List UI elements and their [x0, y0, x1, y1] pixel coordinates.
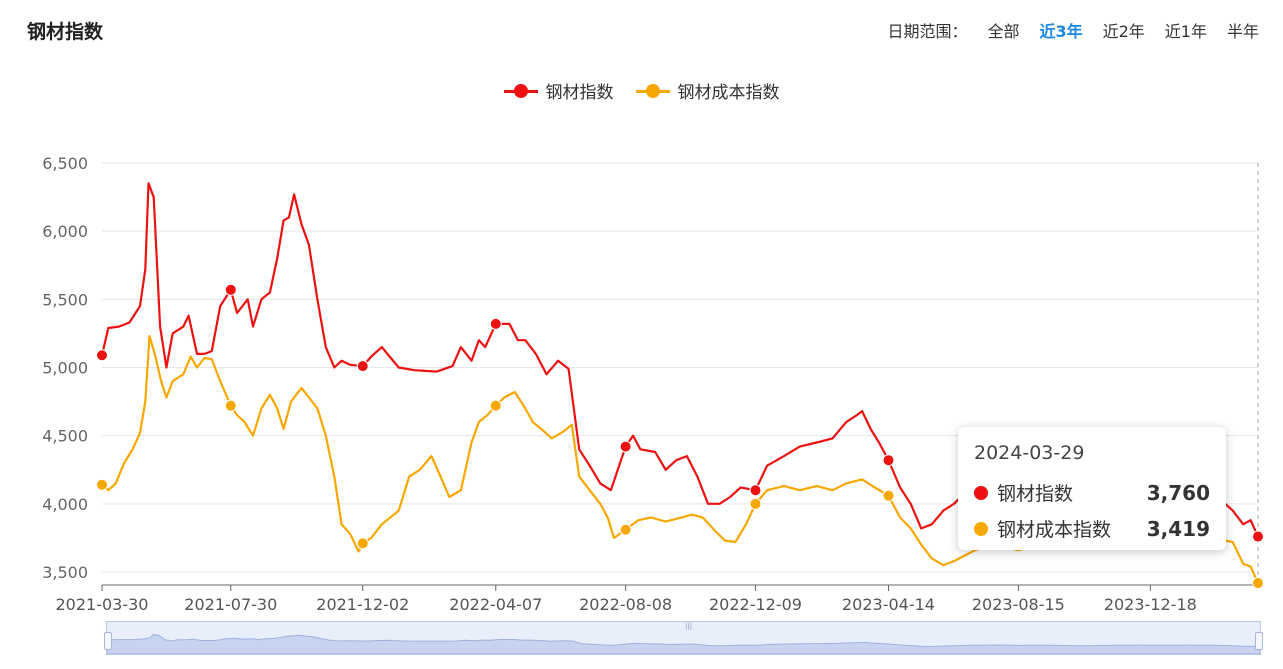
- x-tick-label: 2021-03-30: [56, 595, 149, 614]
- legend-item-steel-index[interactable]: 钢材指数: [503, 78, 614, 103]
- data-point-steel-index: [1252, 530, 1264, 543]
- legend-marker-cost-index: [635, 83, 670, 98]
- date-range-label: 日期范围：: [887, 22, 968, 41]
- zoom-preview: [107, 634, 1260, 654]
- data-point-steel-index: [356, 360, 369, 373]
- tooltip-value-steel-index: 3,760: [1146, 480, 1210, 505]
- tooltip-value-cost-index: 3,419: [1146, 516, 1210, 541]
- tooltip-name-cost-index: 钢材成本指数: [997, 519, 1112, 541]
- tooltip-row-steel-index: 钢材指数 3,760: [974, 479, 1210, 506]
- x-tick-label: 2021-07-30: [184, 595, 277, 614]
- y-tick-label: 4,500: [42, 427, 88, 446]
- y-tick-label: 5,500: [42, 290, 88, 309]
- data-point-steel-index: [749, 484, 762, 497]
- tooltip-row-cost-index: 钢材成本指数 3,419: [974, 515, 1210, 542]
- legend-label-steel-index: 钢材指数: [545, 83, 614, 103]
- legend-label-cost-index: 钢材成本指数: [677, 83, 780, 103]
- range-option-2y[interactable]: 近2年: [1102, 22, 1145, 41]
- range-option-all[interactable]: 全部: [987, 22, 1020, 41]
- range-option-6m[interactable]: 半年: [1226, 22, 1259, 41]
- chart-legend: 钢材指数 钢材成本指数: [0, 78, 1283, 103]
- data-point-steel-index: [619, 440, 632, 453]
- x-tick-label: 2022-08-08: [579, 595, 672, 614]
- data-point-steel-index: [882, 454, 895, 467]
- data-point-steel-index: [224, 283, 237, 296]
- x-tick-label: 2022-12-09: [709, 595, 802, 614]
- data-point-cost-index: [749, 497, 762, 510]
- y-tick-label: 4,000: [42, 495, 88, 514]
- data-point-cost-index: [356, 537, 369, 550]
- data-point-cost-index: [882, 489, 895, 502]
- y-axis: 3,500 4,000 4,500 5,000 5,500 6,000 6,500: [42, 154, 88, 582]
- x-tick-label: 2021-12-02: [316, 595, 409, 614]
- y-tick-label: 6,500: [42, 154, 88, 173]
- y-tick-label: 3,500: [42, 563, 88, 582]
- data-zoom-slider[interactable]: |||: [104, 621, 1263, 655]
- zoom-handle-left[interactable]: [104, 632, 112, 650]
- legend-marker-steel-index: [503, 83, 538, 98]
- x-tick-label: 2023-12-18: [1104, 595, 1197, 614]
- x-tick-label: 2023-04-14: [842, 595, 935, 614]
- data-point-steel-index: [96, 349, 108, 362]
- range-option-3y[interactable]: 近3年: [1039, 22, 1083, 41]
- zoom-handle-right[interactable]: [1255, 632, 1263, 650]
- chart-markers: [96, 283, 1264, 590]
- data-point-cost-index: [224, 399, 237, 412]
- y-tick-label: 6,000: [42, 222, 88, 241]
- tooltip-name-steel-index: 钢材指数: [997, 483, 1074, 505]
- legend-item-cost-index[interactable]: 钢材成本指数: [635, 78, 780, 103]
- data-point-steel-index: [489, 317, 502, 330]
- zoom-grip-icon[interactable]: |||: [685, 622, 693, 630]
- data-point-cost-index: [619, 523, 632, 536]
- chart-tooltip: 2024-03-29 钢材指数 3,760 钢材成本指数 3,419: [958, 427, 1226, 550]
- data-point-cost-index: [1252, 577, 1264, 590]
- date-range-selector: 日期范围： 全部 近3年 近2年 近1年 半年: [887, 18, 1259, 42]
- tooltip-date: 2024-03-29: [974, 442, 1085, 464]
- x-tick-label: 2022-04-07: [449, 595, 542, 614]
- y-tick-label: 5,000: [42, 359, 88, 378]
- tooltip-dot-steel-index: [974, 485, 988, 500]
- tooltip-dot-cost-index: [974, 521, 988, 536]
- data-point-cost-index: [489, 399, 502, 412]
- x-axis: 2021-03-30 2021-07-30 2021-12-02 2022-04-07…: [56, 163, 1259, 614]
- range-option-1y[interactable]: 近1年: [1164, 22, 1207, 41]
- x-tick-label: 2023-08-15: [972, 595, 1065, 614]
- data-point-cost-index: [96, 478, 108, 491]
- page-title: 钢材指数: [27, 21, 104, 43]
